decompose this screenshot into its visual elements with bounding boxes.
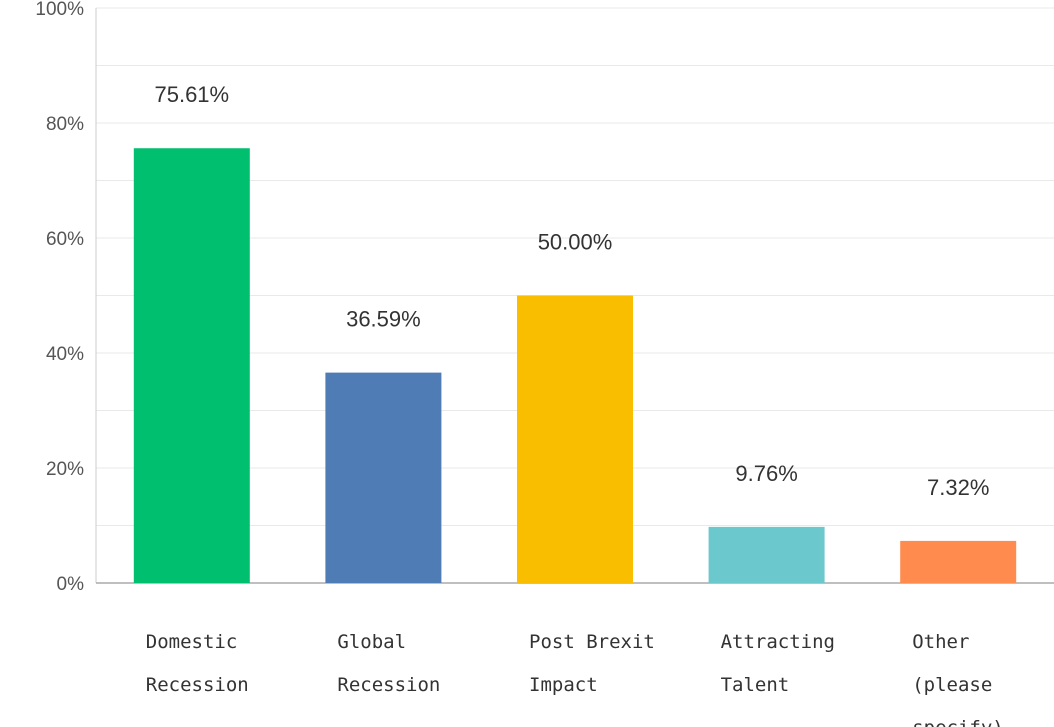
y-axis-ticks: 0% 20% 40% 60% 80% 100%	[35, 0, 84, 595]
bar	[900, 540, 1017, 583]
category-labels: Domestic Recession Global Recession Post Bre…	[146, 631, 1004, 727]
data-label: 7.32%	[927, 475, 989, 500]
y-tick-label: 20%	[46, 459, 84, 480]
category-label: specify)	[912, 717, 1004, 727]
y-tick-label: 60%	[46, 229, 84, 250]
category-label: Impact	[529, 674, 598, 696]
data-label: 36.59%	[346, 307, 421, 332]
bar	[133, 148, 250, 583]
y-tick-label: 0%	[57, 574, 85, 595]
category-label: Talent	[721, 674, 790, 696]
data-label: 75.61%	[154, 82, 229, 107]
y-tick-label: 40%	[46, 344, 84, 365]
data-labels: 75.61% 36.59% 50.00% 9.76% 7.32%	[154, 82, 989, 500]
category-label: Post Brexit	[529, 631, 655, 653]
y-tick-label: 100%	[35, 0, 84, 20]
bar	[708, 526, 825, 583]
category-label: (please	[912, 674, 992, 696]
y-tick-label: 80%	[46, 114, 84, 135]
bar	[325, 372, 442, 583]
data-label: 9.76%	[735, 461, 797, 486]
category-label: Attracting	[721, 631, 835, 653]
category-label: Recession	[337, 674, 440, 696]
data-label: 50.00%	[538, 230, 613, 255]
category-label: Global	[337, 631, 406, 653]
category-label: Domestic	[146, 631, 238, 653]
category-label: Recession	[146, 674, 249, 696]
bar	[517, 295, 633, 583]
bars	[133, 148, 1017, 583]
category-label: Other	[912, 631, 969, 653]
